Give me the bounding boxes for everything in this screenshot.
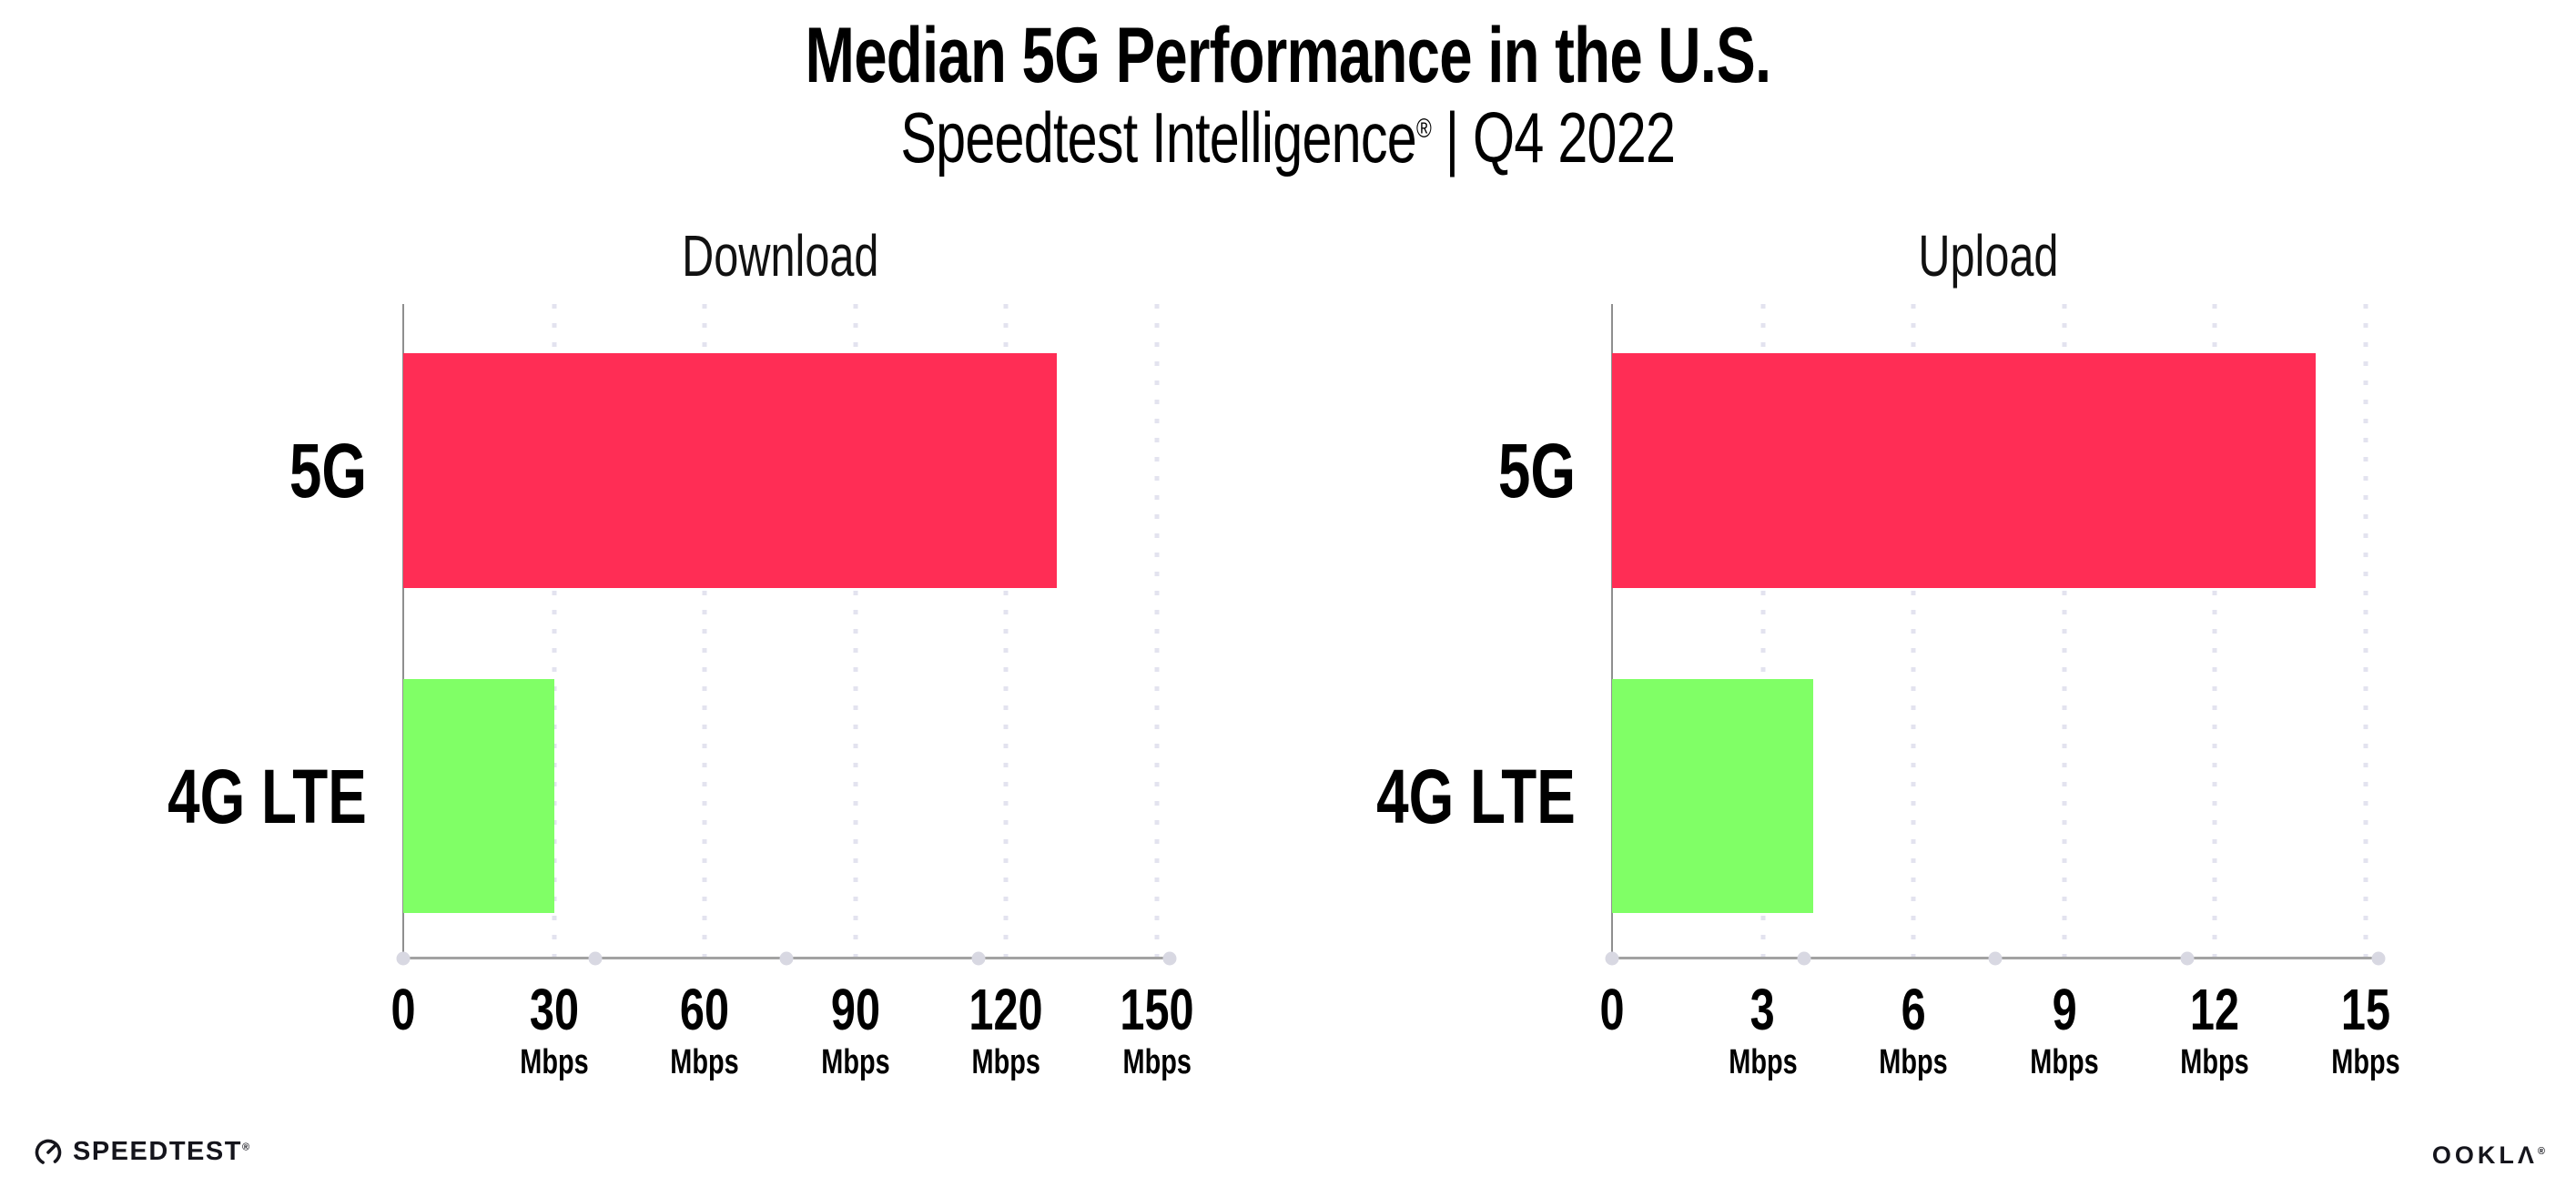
page-title: Median 5G Performance in the U.S.: [805, 12, 1772, 99]
gridline: [2363, 304, 2368, 958]
x-tick-labels-upload: 0 3 Mbps 6 Mbps 9 Mbps 12 Mbps 15 Mbps: [1599, 979, 2399, 1098]
axis-dot: [1988, 951, 2003, 965]
tick-unit: Mbps: [1122, 1043, 1192, 1081]
tick-unit: Mbps: [2030, 1043, 2099, 1081]
tick-unit: Mbps: [1728, 1043, 1798, 1081]
tick-label: 30 Mbps: [509, 979, 599, 1081]
tick-label: 150 Mbps: [1109, 979, 1206, 1081]
gridline: [1154, 304, 1160, 958]
x-axis-download: [396, 951, 1177, 965]
gridline: [702, 304, 707, 958]
subtitle-period: | Q4 2022: [1431, 97, 1676, 178]
tick-unit: Mbps: [519, 1043, 589, 1081]
axis-dot: [779, 951, 794, 965]
speedtest-logo: SPEEDTEST®: [33, 1136, 251, 1167]
plot-area-upload: [1611, 304, 2368, 958]
tick-unit: Mbps: [2180, 1043, 2250, 1081]
ookla-logo: OOKLΛ®: [2432, 1141, 2545, 1170]
registered-mark-icon: ®: [241, 1141, 251, 1152]
axis-dot: [1797, 951, 1810, 965]
tick-label: 120 Mbps: [958, 979, 1055, 1081]
axis-dot: [2180, 951, 2194, 965]
axis-dot: [1605, 951, 1619, 965]
tick-label: 0: [390, 977, 416, 1042]
speedtest-wordmark: SPEEDTEST®: [73, 1136, 251, 1166]
gridline: [853, 304, 858, 958]
gridline: [1003, 304, 1009, 958]
speedtest-gauge-icon: [35, 1139, 62, 1166]
axis-dot: [588, 951, 602, 965]
tick-label: 15 Mbps: [2320, 979, 2410, 1081]
tick-label: 12 Mbps: [2170, 979, 2260, 1081]
title-row: Median 5G Performance in the U.S.: [0, 11, 2576, 101]
tick-label: 3 Mbps: [1718, 979, 1808, 1081]
gridline: [1760, 304, 1766, 958]
bar-4g-lte-download: [403, 679, 554, 913]
category-label-5g-upload: 5G: [1497, 428, 1576, 513]
chart-title-download: Download: [681, 223, 879, 289]
tick-unit: Mbps: [1879, 1043, 1948, 1081]
tick-label: 60 Mbps: [660, 979, 750, 1081]
y-axis-line-upload: [1611, 304, 1613, 958]
registered-mark-icon: ®: [2537, 1146, 2545, 1157]
gridline: [2212, 304, 2217, 958]
tick-unit: Mbps: [670, 1043, 739, 1081]
subtitle-brand: Speedtest Intelligence: [900, 97, 1417, 178]
y-axis-line-download: [402, 304, 404, 958]
category-label-5g-download: 5G: [289, 428, 367, 513]
tick-label: 9 Mbps: [2019, 979, 2109, 1081]
x-tick-labels-download: 0 30 Mbps 60 Mbps 90 Mbps 120 Mbps 150 M…: [390, 979, 1193, 1098]
tick-unit: Mbps: [821, 1043, 890, 1081]
chart-title-upload: Upload: [1917, 223, 2059, 289]
tick-unit: Mbps: [2331, 1043, 2400, 1081]
axis-dot: [396, 951, 411, 965]
page-subtitle: Speedtest Intelligence® | Q4 2022: [900, 96, 1677, 179]
x-axis-upload: [1605, 951, 2386, 965]
gridline: [2062, 304, 2067, 958]
bar-5g-download: [403, 353, 1057, 588]
tick-unit: Mbps: [971, 1043, 1041, 1081]
tick-label: 0: [1599, 977, 1625, 1042]
registered-mark-icon: ®: [1416, 114, 1432, 144]
plot-area-download: [402, 304, 1160, 958]
gridline: [552, 304, 557, 958]
gridline: [1911, 304, 1916, 958]
bar-5g-upload: [1612, 353, 2316, 588]
axis-dot: [2371, 951, 2386, 965]
tick-label: 6 Mbps: [1869, 979, 1959, 1081]
bar-4g-lte-upload: [1612, 679, 1813, 913]
tick-label: 90 Mbps: [810, 979, 900, 1081]
category-label-4g-lte-upload: 4G LTE: [1376, 754, 1576, 839]
category-label-4g-lte-download: 4G LTE: [167, 754, 367, 839]
axis-dot: [971, 951, 985, 965]
subtitle-row: Speedtest Intelligence® | Q4 2022: [0, 96, 2576, 179]
axis-dot: [1162, 951, 1177, 965]
ookla-wordmark: OOKLΛ: [2431, 1141, 2538, 1169]
